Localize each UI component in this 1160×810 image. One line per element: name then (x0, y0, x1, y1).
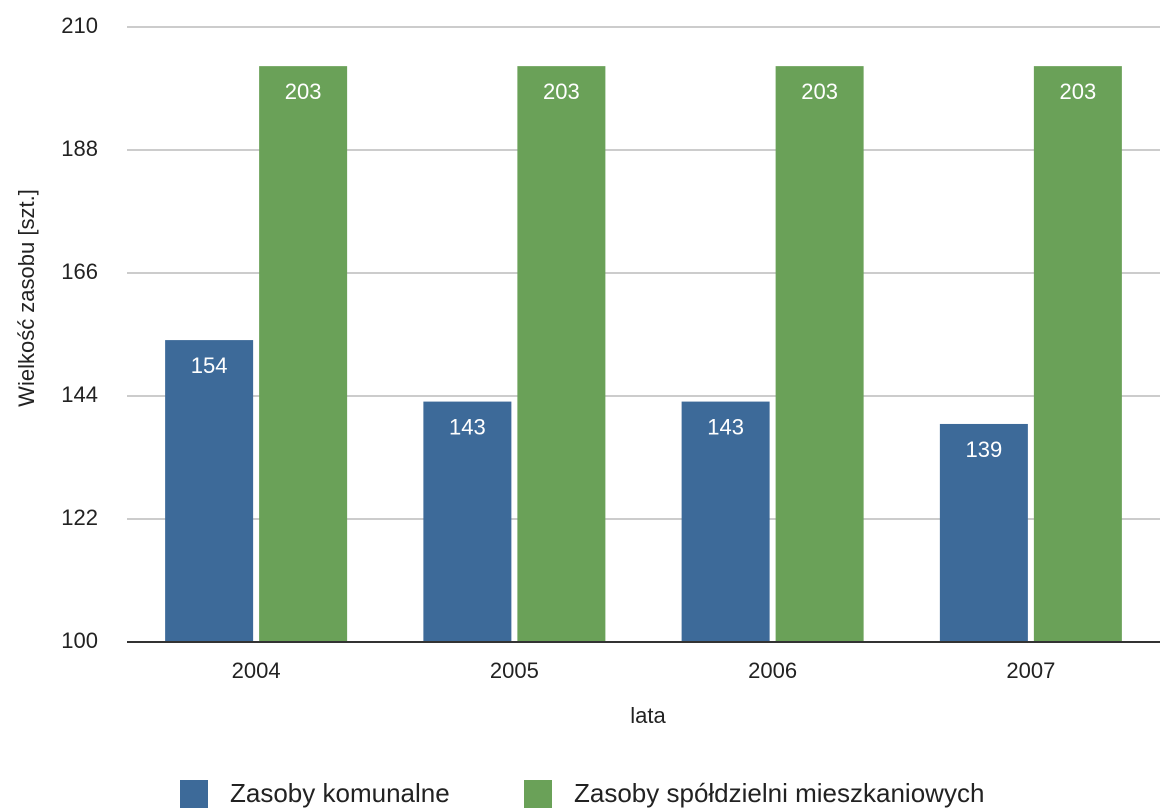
bar (939, 423, 1028, 642)
x-axis-label: lata (630, 703, 666, 728)
x-tick-label: 2005 (490, 658, 539, 683)
legend-label: Zasoby komunalne (230, 778, 450, 808)
y-tick-label: 166 (61, 259, 98, 284)
value-label: 154 (191, 353, 228, 378)
bar (165, 340, 254, 642)
y-tick-label: 188 (61, 136, 98, 161)
x-tick-label: 2004 (232, 658, 281, 683)
value-label: 143 (707, 414, 744, 439)
x-tick-label: 2007 (1006, 658, 1055, 683)
bar (1033, 66, 1122, 643)
value-label: 139 (966, 437, 1003, 462)
value-label: 203 (1060, 79, 1097, 104)
y-tick-label: 122 (61, 505, 98, 530)
legend-label: Zasoby spółdzielni mieszkaniowych (574, 778, 984, 808)
value-label: 203 (543, 79, 580, 104)
legend-swatch (524, 780, 552, 808)
value-label: 203 (285, 79, 322, 104)
value-label: 203 (801, 79, 838, 104)
legend-swatch (180, 780, 208, 808)
x-tick-label: 2006 (748, 658, 797, 683)
bar (423, 401, 512, 642)
y-tick-label: 210 (61, 13, 98, 38)
value-label: 143 (449, 414, 486, 439)
y-axis-label: Wielkość zasobu [szt.] (14, 189, 39, 407)
y-tick-label: 100 (61, 628, 98, 653)
bar (517, 66, 606, 643)
bar (259, 66, 348, 643)
bar (681, 401, 770, 642)
bar (775, 66, 864, 643)
y-tick-label: 144 (61, 382, 98, 407)
